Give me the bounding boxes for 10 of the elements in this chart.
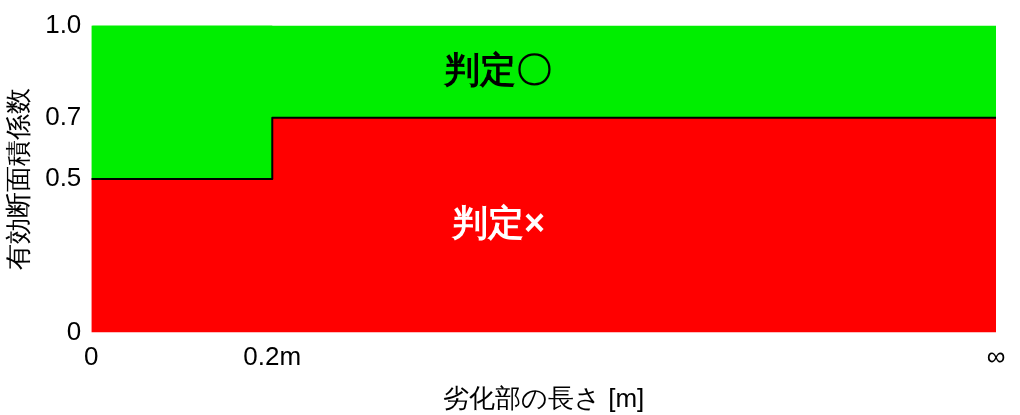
y-tick-label: 0.5: [45, 162, 82, 193]
annotation: 判定〇: [443, 48, 553, 90]
annotation: 判定×: [450, 202, 545, 244]
y-tick-label: 0.7: [45, 100, 82, 131]
y-tick-label: 1.0: [45, 8, 82, 39]
x-tick-label: ∞: [986, 341, 1006, 372]
x-tick-label: 0.2m: [243, 341, 302, 372]
y-tick-label: 0: [66, 315, 82, 346]
y-axis-title: 有効断面積係数: [2, 88, 33, 271]
x-axis-title: 劣化部の長さ [m]: [443, 382, 645, 413]
